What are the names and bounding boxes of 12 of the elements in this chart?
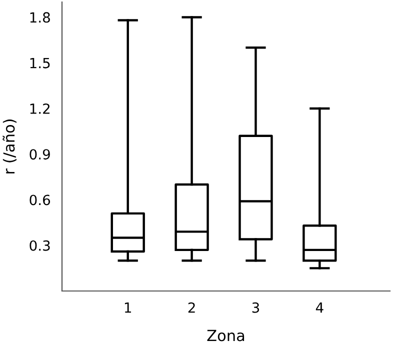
y-tick-label: 1.2 xyxy=(30,103,50,114)
y-tick-label: 0.9 xyxy=(30,149,50,160)
x-tick-label: 1 xyxy=(124,302,131,313)
y-tick-label: 1.5 xyxy=(30,58,50,68)
y-tick-label: 0.3 xyxy=(30,240,50,251)
y-axis-title: r (/año) xyxy=(2,120,17,174)
x-tick-label: 3 xyxy=(252,302,260,313)
y-tick-label: 0.6 xyxy=(30,194,50,206)
x-tick-label: 4 xyxy=(316,302,324,313)
x-axis-title: Zona xyxy=(207,330,244,342)
x-tick-label: 2 xyxy=(188,302,195,313)
y-tick-label: 1.8 xyxy=(30,12,50,23)
